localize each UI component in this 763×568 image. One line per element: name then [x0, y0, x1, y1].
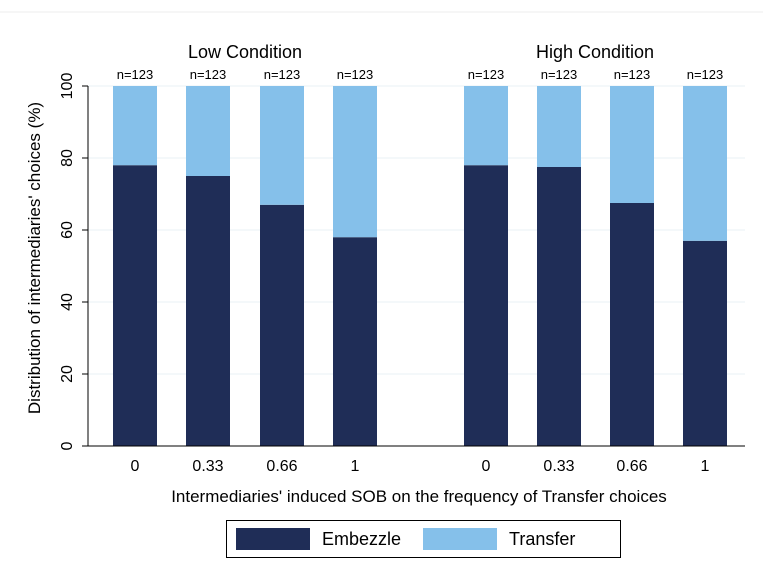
x-tick-label-p2-1: 0.33 [543, 458, 574, 475]
y-tick-label-100: 100 [59, 73, 76, 100]
legend-item-embezzle: Embezzle [236, 528, 401, 550]
y-tick-label-40: 40 [59, 293, 76, 311]
n-label-p2-2: n=123 [614, 67, 651, 82]
legend-swatch-transfer [423, 528, 498, 550]
x-tick-label-p1-2: 0.66 [266, 458, 297, 475]
x-tick-label-p2-2: 0.66 [616, 458, 647, 475]
bar-transfer-p1-3 [333, 86, 377, 238]
x-tick-label-p1-3: 1 [351, 458, 360, 475]
bar-transfer-p2-2 [610, 86, 654, 203]
n-label-p1-1: n=123 [190, 67, 227, 82]
bar-embezzle-p2-2 [610, 203, 654, 446]
bar-embezzle-p2-1 [537, 167, 581, 446]
x-tick-label-p2-0: 0 [482, 458, 491, 475]
bar-embezzle-p1-1 [186, 176, 230, 446]
y-axis-title: Distribution of intermediaries' choices … [25, 102, 44, 414]
bar-embezzle-p2-3 [683, 240, 727, 446]
legend-swatch-embezzle [236, 528, 310, 550]
bar-embezzle-p1-2 [260, 204, 304, 446]
legend: Embezzle Transfer [226, 520, 621, 558]
bar-transfer-p1-0 [113, 86, 157, 166]
legend-label-embezzle: Embezzle [322, 528, 402, 549]
bar-transfer-p1-1 [186, 86, 230, 176]
n-label-p2-1: n=123 [541, 67, 578, 82]
bar-transfer-p2-3 [683, 86, 727, 241]
bar-transfer-p2-0 [464, 86, 508, 166]
chart-text: 0 20 40 60 80 100 n=123 0 n=123 0.33 n=123 0.66 n=12… [25, 42, 723, 506]
bar-embezzle-p1-0 [113, 165, 157, 446]
axes [82, 85, 745, 447]
legend-item-transfer: Transfer [423, 528, 575, 550]
n-label-p2-0: n=123 [468, 67, 505, 82]
y-tick-label-60: 60 [59, 221, 76, 239]
bar-transfer-p2-1 [537, 86, 581, 167]
y-tick-label-20: 20 [59, 365, 76, 383]
bar-transfer-p1-2 [260, 86, 304, 205]
panel-title-1: Low Condition [188, 42, 302, 62]
n-label-p1-2: n=123 [264, 67, 301, 82]
n-label-p2-3: n=123 [687, 67, 724, 82]
y-tick-label-0: 0 [59, 441, 76, 450]
panel-title-2: High Condition [536, 42, 654, 62]
x-tick-label-p1-0: 0 [131, 458, 140, 475]
bars [113, 86, 727, 446]
bar-embezzle-p2-0 [464, 165, 508, 446]
x-tick-label-p2-3: 1 [701, 458, 710, 475]
y-tick-label-80: 80 [59, 149, 76, 167]
x-tick-label-p1-1: 0.33 [192, 458, 223, 475]
x-axis-title: Intermediaries' induced SOB on the frequ… [171, 487, 667, 506]
legend-label-transfer: Transfer [509, 528, 576, 549]
bar-embezzle-p1-3 [333, 237, 377, 446]
n-label-p1-3: n=123 [337, 67, 374, 82]
n-label-p1-0: n=123 [117, 67, 154, 82]
